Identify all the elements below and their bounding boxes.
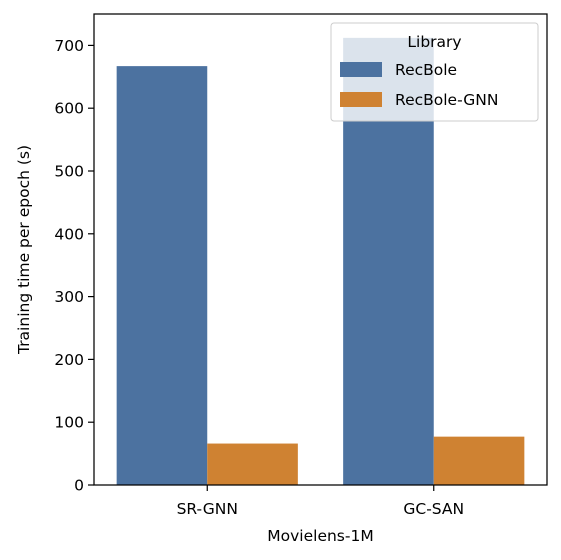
- legend-swatch: [340, 62, 382, 77]
- y-tick-label: 400: [54, 225, 84, 243]
- y-tick-label: 200: [54, 351, 84, 369]
- legend: Library RecBole RecBole-GNN: [330, 22, 539, 122]
- bar-recbole-gnn-sr-gnn: [207, 443, 298, 485]
- y-tick-label: 600: [54, 100, 84, 118]
- y-axis-title: Training time per epoch (s): [15, 145, 33, 355]
- plot-frame: [93, 13, 548, 486]
- y-tick-label: 100: [54, 414, 84, 432]
- legend-box: [330, 22, 539, 122]
- x-axis-title: Movielens-1M: [267, 527, 373, 545]
- legend-label: RecBole: [395, 61, 457, 79]
- y-tick-label: 700: [54, 37, 84, 55]
- x-tick-label: GC-SAN: [403, 500, 464, 518]
- legend-title: Library: [407, 33, 461, 51]
- y-tick-label: 500: [54, 163, 84, 181]
- bar-recbole-sr-gnn: [116, 66, 208, 486]
- y-tick-label: 0: [74, 477, 84, 495]
- legend-swatch: [340, 92, 382, 107]
- x-axis: SR-GNN GC-SAN: [177, 485, 464, 518]
- bar-recbole-gnn-gc-san: [433, 436, 525, 485]
- x-tick-label: SR-GNN: [177, 500, 238, 518]
- y-tick-label: 300: [54, 288, 84, 306]
- y-axis: 0 100 200 300 400 500 600 700: [54, 37, 94, 495]
- legend-label: RecBole-GNN: [395, 91, 498, 109]
